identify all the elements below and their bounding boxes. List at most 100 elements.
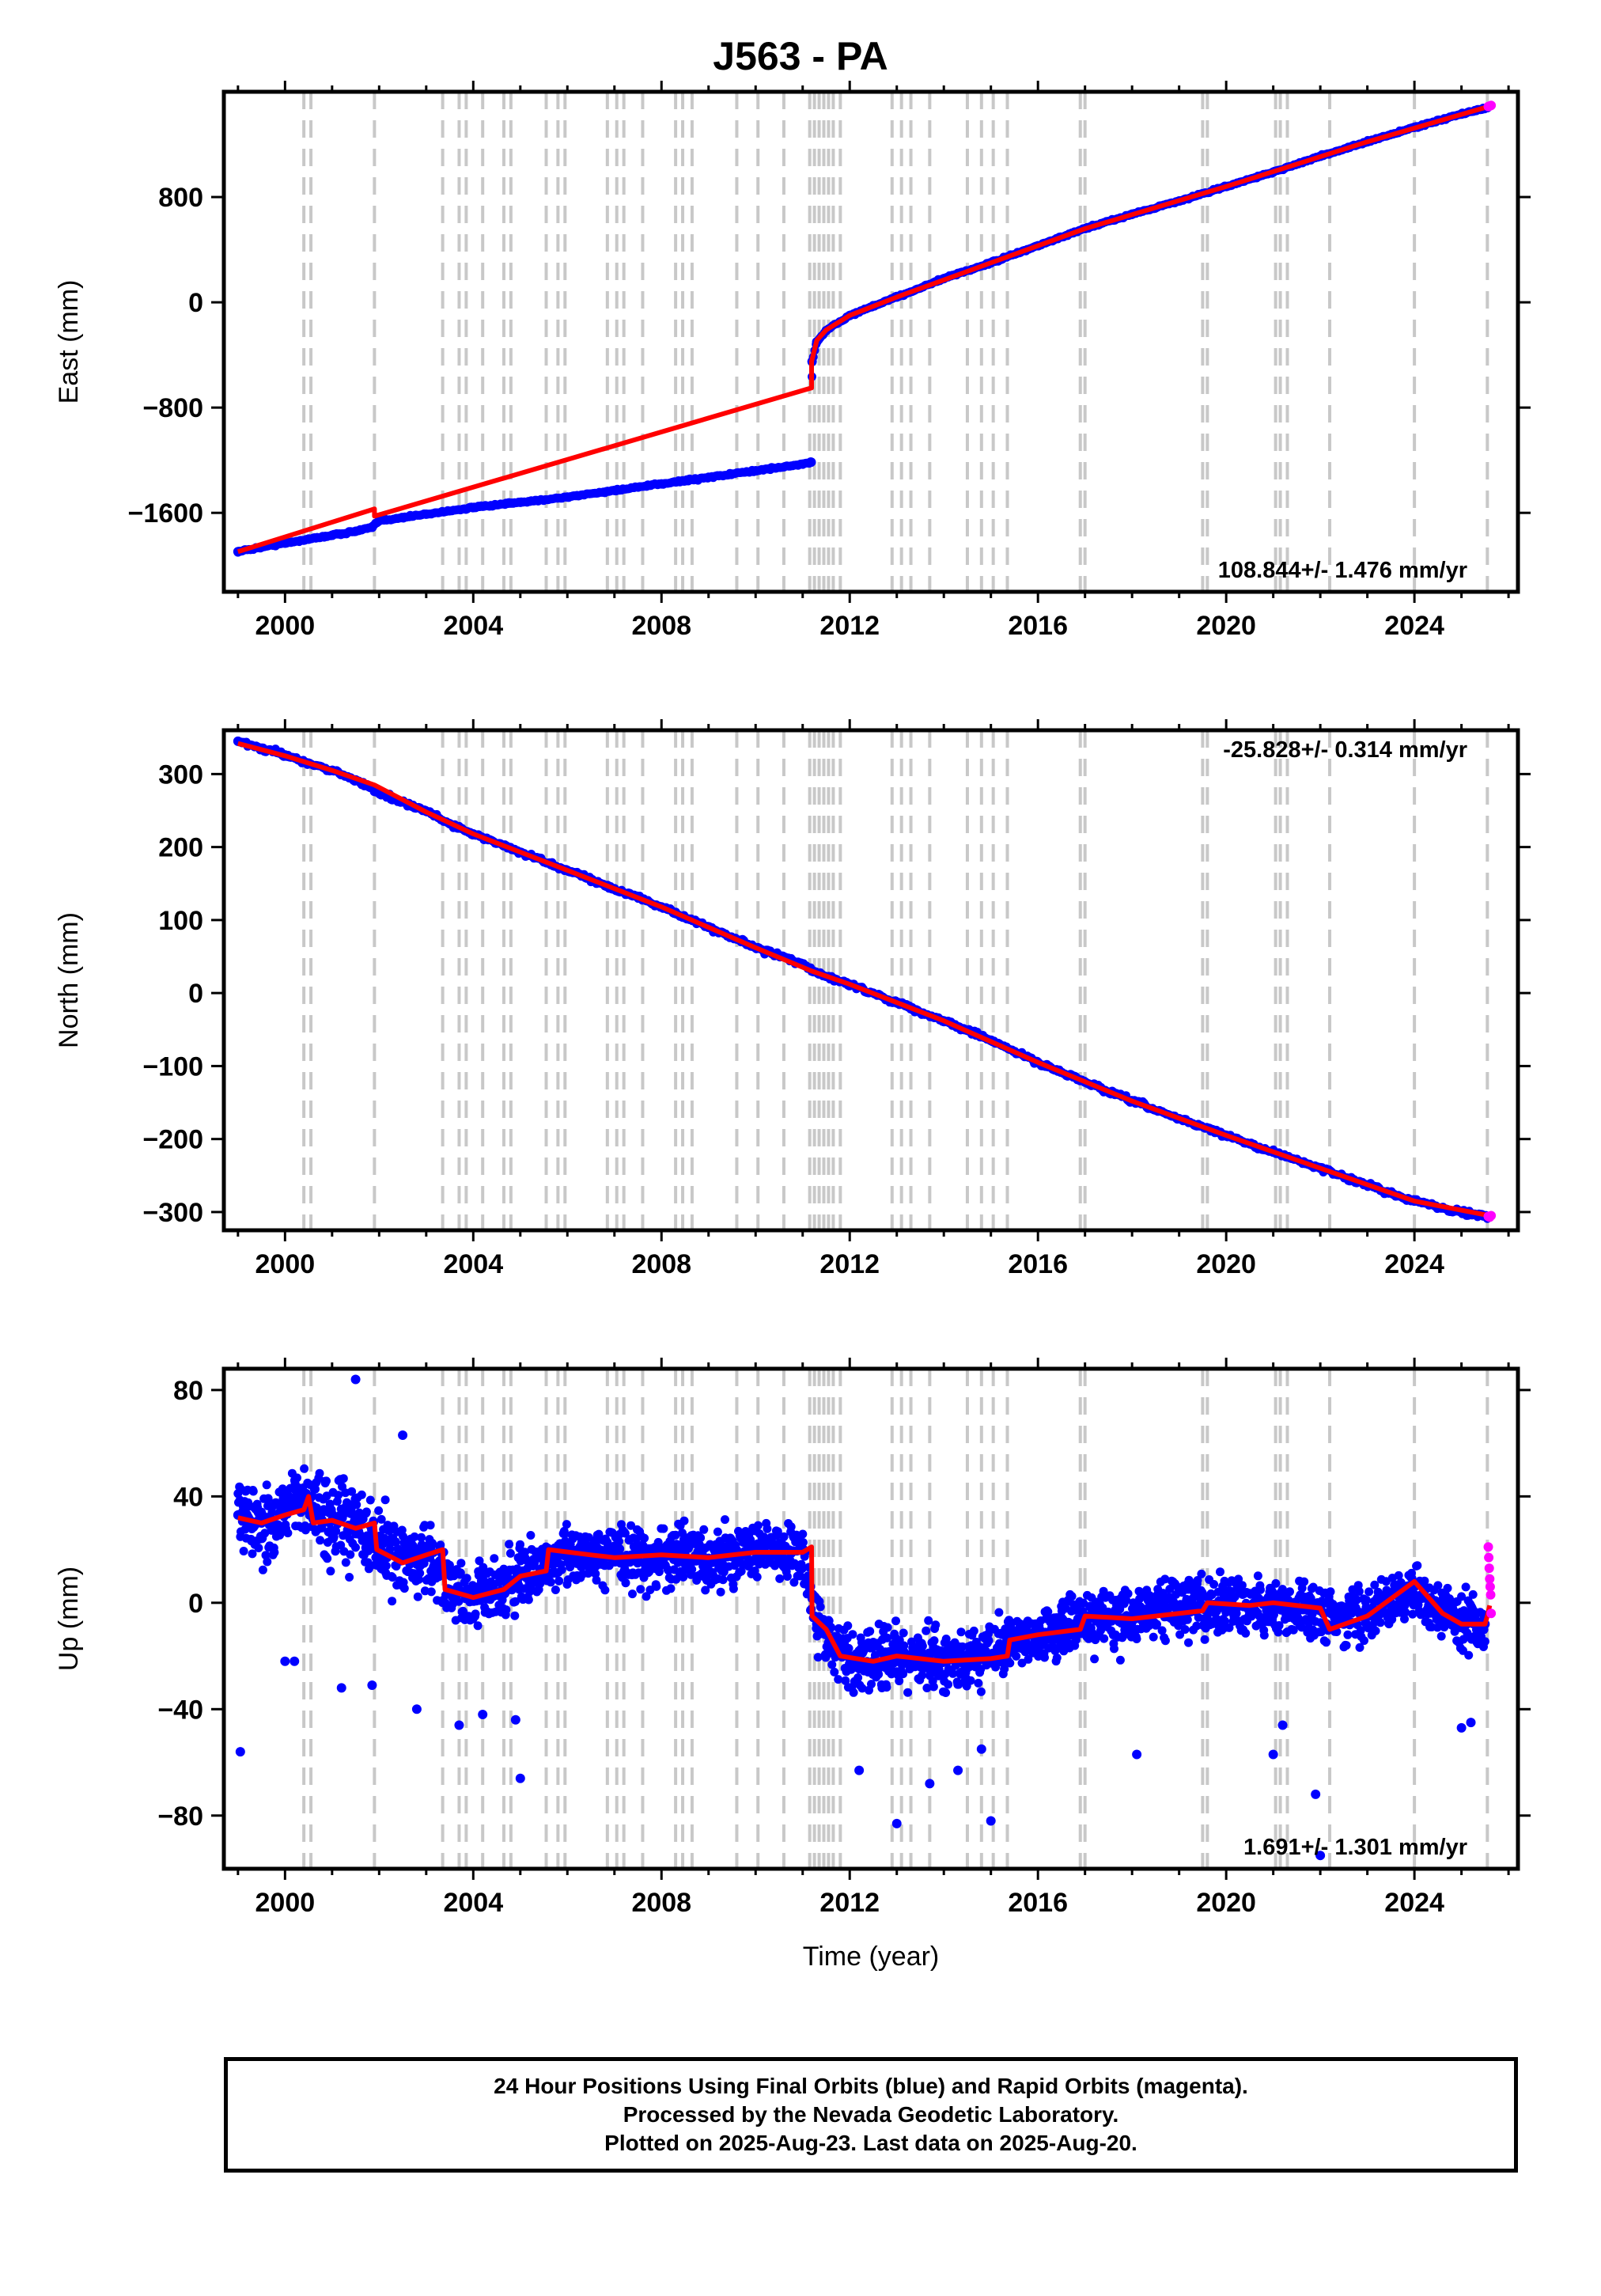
final-orbit-point (515, 497, 525, 507)
final-orbit-point (1376, 1618, 1385, 1627)
plot-frame-east (221, 89, 1520, 594)
rapid-orbit-point (1486, 1589, 1496, 1600)
final-orbit-point (865, 1627, 875, 1636)
final-orbit-point (844, 1643, 853, 1653)
final-orbit-point (786, 1522, 796, 1532)
y-tick-label: −80 (157, 1802, 203, 1832)
x-tick-label: 2024 (1384, 611, 1444, 641)
y-tick-label: 300 (158, 760, 203, 790)
y-tick-label: −300 (142, 1198, 203, 1228)
final-orbit-point (615, 1536, 623, 1546)
final-orbit-point (609, 485, 619, 495)
outlier-point (976, 1744, 986, 1754)
x-tick-label: 2000 (255, 1888, 316, 1918)
final-orbit-point (323, 1554, 332, 1563)
x-tick-label: 2016 (1008, 1249, 1068, 1279)
final-orbit-point (775, 1574, 785, 1583)
x-tick-label: 2004 (443, 611, 503, 641)
final-orbit-point (346, 1550, 355, 1559)
outlier-point (367, 1680, 377, 1691)
outlier-point (510, 1714, 520, 1725)
final-orbit-point (462, 1574, 471, 1583)
final-orbit-point (316, 1536, 325, 1545)
y-axis-label: Up (mm) (54, 1567, 84, 1671)
final-orbit-point (751, 465, 761, 475)
final-orbit-point (426, 1587, 436, 1597)
final-orbit-point (628, 1589, 637, 1599)
final-orbit-point (267, 1507, 277, 1517)
final-orbit-point (882, 1683, 891, 1692)
final-orbit-point (475, 1556, 484, 1566)
outlier-point (986, 1816, 996, 1826)
final-orbit-point (560, 1529, 570, 1539)
x-tick-label: 2020 (1196, 1888, 1256, 1918)
final-orbit-point (591, 1569, 600, 1578)
final-orbit-point (666, 1584, 676, 1593)
final-orbit-point (410, 1532, 419, 1541)
final-orbit-point (365, 1495, 375, 1505)
x-tick-label: 2008 (631, 611, 691, 641)
final-orbit-point (524, 1595, 533, 1605)
final-orbit-point (924, 1616, 933, 1625)
final-orbit-point (1184, 1638, 1193, 1647)
y-tick-label: 0 (188, 288, 203, 318)
y-tick-label: 40 (173, 1482, 203, 1512)
final-orbit-point (1289, 1625, 1298, 1635)
final-orbit-point (1306, 1593, 1315, 1603)
final-orbit-point (413, 1592, 422, 1601)
final-orbit-point (657, 479, 667, 489)
x-tick-label: 2016 (1008, 611, 1068, 641)
final-orbit-point (1459, 1635, 1468, 1644)
final-orbit-point (1274, 1621, 1284, 1630)
final-orbit-point (1433, 1581, 1443, 1590)
final-orbit-point (1132, 1635, 1141, 1643)
final-orbit-point (1461, 1582, 1470, 1592)
final-orbit-point (729, 1584, 738, 1593)
final-orbit-point (874, 1669, 884, 1679)
x-tick-label: 2012 (819, 1249, 880, 1279)
final-orbit-point (974, 1678, 983, 1688)
x-tick-label: 2000 (255, 611, 316, 641)
final-orbit-point (1300, 1577, 1309, 1586)
final-orbit-point (283, 1529, 293, 1538)
rapid-orbit-point (1484, 1552, 1494, 1563)
final-orbit-point (1052, 1653, 1062, 1662)
outlier-point (1268, 1749, 1278, 1760)
final-orbit-point (1271, 1578, 1281, 1588)
final-orbit-point (797, 459, 808, 469)
final-orbit-point (260, 1529, 270, 1538)
outlier-point (1311, 1789, 1321, 1799)
final-orbit-point (1413, 1561, 1422, 1570)
final-orbit-point (773, 1527, 782, 1536)
final-orbit-point (816, 1602, 825, 1612)
final-orbit-point (976, 1687, 986, 1696)
final-orbit-point (1040, 1653, 1049, 1662)
final-orbit-point (1253, 1571, 1262, 1581)
final-orbit-point (1394, 1570, 1403, 1580)
final-orbit-point (849, 1688, 858, 1697)
final-orbit-point (895, 1677, 904, 1686)
outlier-point (398, 1430, 408, 1441)
outlier-point (1466, 1718, 1476, 1728)
final-orbit-point (679, 1516, 689, 1525)
x-tick-label: 2004 (443, 1888, 503, 1918)
final-orbit-point (357, 1490, 366, 1499)
final-orbit-point (1017, 1658, 1027, 1668)
final-orbit-point (1436, 1631, 1446, 1641)
final-orbit-point (642, 1592, 651, 1601)
final-orbit-point (857, 1684, 867, 1693)
final-orbit-point (922, 1626, 931, 1635)
x-tick-label: 2024 (1384, 1249, 1444, 1279)
final-orbit-point (300, 1464, 309, 1473)
final-orbit-point (922, 1684, 932, 1692)
final-orbit-point (948, 1669, 958, 1678)
final-orbit-point (239, 1547, 248, 1555)
final-orbit-point (1152, 1620, 1161, 1629)
final-orbit-point (1160, 1636, 1170, 1646)
final-orbit-point (918, 1670, 927, 1680)
model-fit-line-east (237, 104, 1491, 555)
final-orbit-point (827, 1660, 837, 1669)
y-tick-label: 100 (158, 906, 203, 936)
final-orbit-point (1400, 1614, 1409, 1623)
final-orbit-point (1212, 1614, 1221, 1623)
